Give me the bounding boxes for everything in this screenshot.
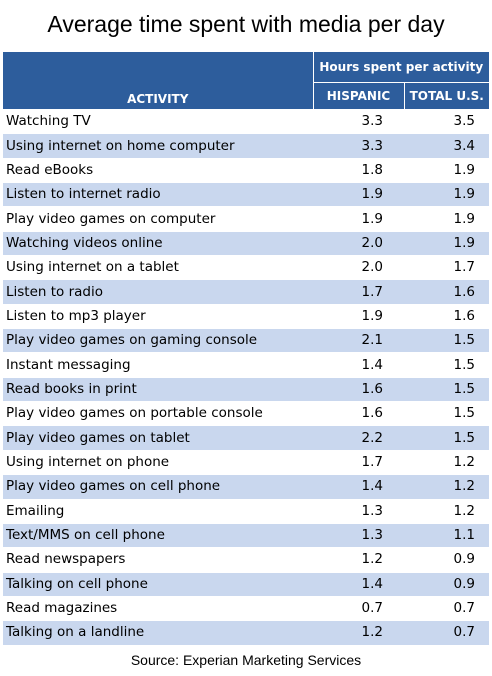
header-total-us: TOTAL U.S. (403, 82, 489, 110)
total-us-value-cell: 0.7 (404, 596, 489, 622)
hispanic-value-cell: 3.3 (313, 109, 404, 135)
activity-cell: Using internet on home computer (3, 133, 313, 159)
total-us-value-cell: 1.5 (404, 401, 489, 427)
table-row: Play video games on computer 1.9 1.9 (3, 206, 489, 232)
total-us-value-cell: 1.2 (404, 450, 489, 476)
table-row: Read magazines 0.7 0.7 (3, 596, 489, 622)
table-row: Talking on cell phone 1.4 0.9 (3, 572, 489, 597)
activity-cell: Listen to internet radio (3, 182, 313, 208)
activity-cell: Play video games on computer (3, 206, 313, 232)
activity-cell: Listen to radio (3, 279, 313, 305)
header-hispanic: HISPANIC (312, 82, 405, 110)
table-row: Read books in print 1.6 1.5 (3, 377, 489, 403)
hispanic-value-cell: 1.2 (313, 547, 404, 573)
hispanic-value-cell: 2.0 (313, 231, 404, 257)
total-us-value-cell: 0.7 (404, 620, 489, 646)
activity-cell: Play video games on cell phone (3, 474, 313, 500)
header-activity: ACTIVITY (3, 51, 314, 110)
table-row: Listen to internet radio 1.9 1.9 (3, 182, 489, 208)
hispanic-value-cell: 1.9 (313, 304, 404, 330)
total-us-value-cell: 1.5 (404, 328, 489, 354)
table-row: Play video games on cell phone 1.4 1.2 (3, 474, 489, 500)
table-row: Using internet on phone 1.7 1.2 (3, 450, 489, 476)
total-us-value-cell: 1.7 (404, 255, 489, 281)
hispanic-value-cell: 1.4 (313, 352, 404, 378)
media-time-table: ACTIVITY Hours spent per activity HISPAN… (3, 50, 489, 646)
activity-cell: Talking on a landline (3, 620, 313, 646)
total-us-value-cell: 1.9 (404, 231, 489, 257)
hispanic-value-cell: 1.3 (313, 523, 404, 549)
table-row: Using internet on home computer 3.3 3.4 (3, 133, 489, 159)
table-row: Listen to mp3 player 1.9 1.6 (3, 304, 489, 330)
table-row: Play video games on tablet 2.2 1.5 (3, 425, 489, 451)
total-us-value-cell: 3.5 (404, 109, 489, 135)
total-us-value-cell: 1.1 (404, 523, 489, 549)
table-row: Text/MMS on cell phone 1.3 1.1 (3, 523, 489, 549)
table-row: Read newspapers 1.2 0.9 (3, 547, 489, 573)
activity-cell: Read newspapers (3, 547, 313, 573)
total-us-value-cell: 1.6 (404, 304, 489, 330)
table-body: Watching TV 3.3 3.5 Using internet on home … (3, 109, 489, 646)
hispanic-value-cell: 1.7 (313, 450, 404, 476)
table-row: Watching TV 3.3 3.5 (3, 109, 489, 135)
activity-cell: Talking on cell phone (3, 572, 313, 597)
hispanic-value-cell: 3.3 (313, 133, 404, 159)
table-row: Using internet on a tablet 2.0 1.7 (3, 255, 489, 281)
hispanic-value-cell: 1.6 (313, 401, 404, 427)
table-row: Read eBooks 1.8 1.9 (3, 158, 489, 184)
hispanic-value-cell: 1.4 (313, 572, 404, 597)
table-row: Listen to radio 1.7 1.6 (3, 279, 489, 305)
table-row: Play video games on gaming console 2.1 1.5 (3, 328, 489, 354)
hispanic-value-cell: 1.7 (313, 279, 404, 305)
activity-cell: Play video games on tablet (3, 425, 313, 451)
hispanic-value-cell: 1.8 (313, 158, 404, 184)
total-us-value-cell: 1.5 (404, 352, 489, 378)
total-us-value-cell: 1.5 (404, 425, 489, 451)
source-note: Source: Experian Marketing Services (130, 652, 362, 668)
table-row: Emailing 1.3 1.2 (3, 499, 489, 524)
table-row: Talking on a landline 1.2 0.7 (3, 620, 489, 646)
table-row: Watching videos online 2.0 1.9 (3, 231, 489, 257)
total-us-value-cell: 1.2 (404, 499, 489, 524)
total-us-value-cell: 0.9 (404, 547, 489, 573)
activity-cell: Watching TV (3, 109, 313, 135)
hispanic-value-cell: 1.9 (313, 206, 404, 232)
activity-cell: Using internet on phone (3, 450, 313, 476)
activity-cell: Read magazines (3, 596, 313, 622)
activity-cell: Using internet on a tablet (3, 255, 313, 281)
hispanic-value-cell: 2.1 (313, 328, 404, 354)
total-us-value-cell: 1.2 (404, 474, 489, 500)
activity-cell: Text/MMS on cell phone (3, 523, 313, 549)
header-hours-group: Hours spent per activity (312, 50, 489, 84)
hispanic-value-cell: 2.2 (313, 425, 404, 451)
hispanic-value-cell: 1.4 (313, 474, 404, 500)
total-us-value-cell: 1.6 (404, 279, 489, 305)
total-us-value-cell: 1.9 (404, 158, 489, 184)
total-us-value-cell: 0.9 (404, 572, 489, 597)
hispanic-value-cell: 1.9 (313, 182, 404, 208)
table-row: Instant messaging 1.4 1.5 (3, 352, 489, 378)
table-row: Play video games on portable console 1.6 1… (3, 401, 489, 427)
hispanic-value-cell: 0.7 (313, 596, 404, 622)
total-us-value-cell: 1.9 (404, 182, 489, 208)
chart-title: Average time spent with media per day (47, 11, 445, 37)
activity-cell: Instant messaging (3, 352, 313, 378)
activity-cell: Watching videos online (3, 231, 313, 257)
total-us-value-cell: 1.9 (404, 206, 489, 232)
total-us-value-cell: 3.4 (404, 133, 489, 159)
hispanic-value-cell: 2.0 (313, 255, 404, 281)
activity-cell: Play video games on portable console (3, 401, 313, 427)
hispanic-value-cell: 1.3 (313, 499, 404, 524)
activity-cell: Play video games on gaming console (3, 328, 313, 354)
hispanic-value-cell: 1.6 (313, 377, 404, 403)
total-us-value-cell: 1.5 (404, 377, 489, 403)
hispanic-value-cell: 1.2 (313, 620, 404, 646)
activity-cell: Listen to mp3 player (3, 304, 313, 330)
activity-cell: Read books in print (3, 377, 313, 403)
activity-cell: Read eBooks (3, 158, 313, 184)
activity-cell: Emailing (3, 499, 313, 524)
